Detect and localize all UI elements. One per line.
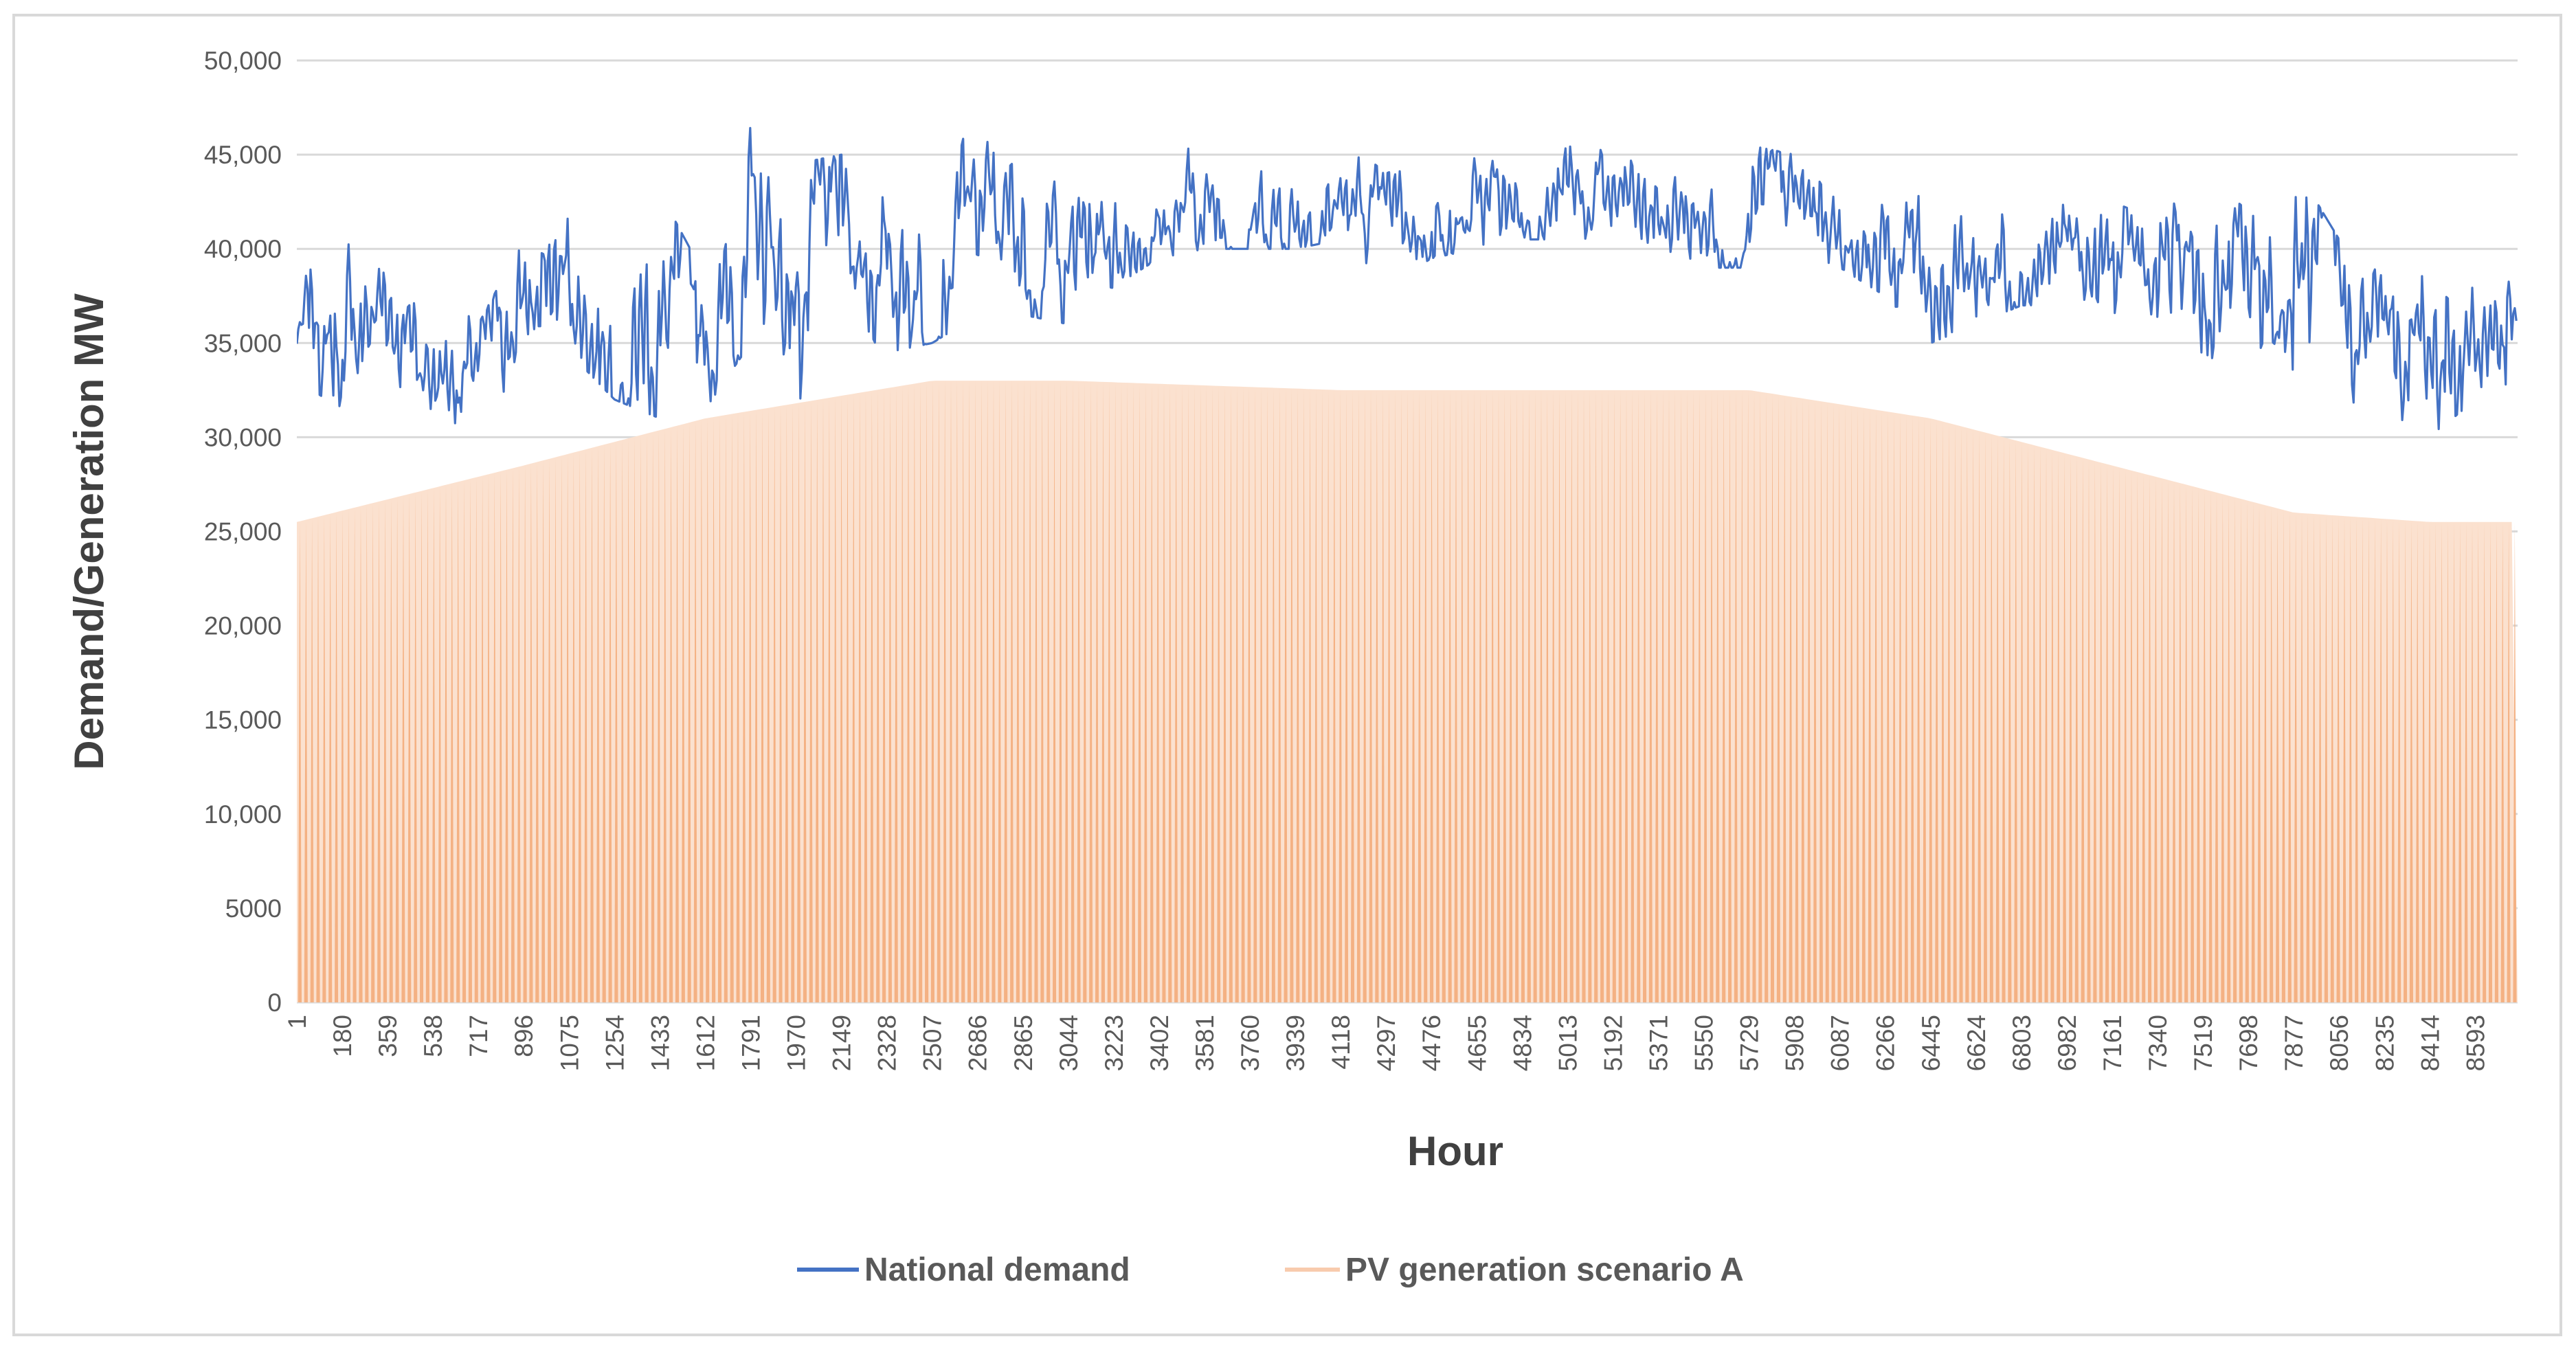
x-tick-label: 1970 — [783, 1015, 811, 1071]
x-tick-label: 7698 — [2235, 1015, 2263, 1071]
x-tick-label: 1791 — [737, 1015, 765, 1071]
legend-pv-label: PV generation scenario A — [1345, 1252, 1744, 1288]
x-tick-label: 3223 — [1100, 1015, 1128, 1071]
x-tick-label: 8056 — [2325, 1015, 2353, 1071]
x-tick-label: 7161 — [2098, 1015, 2127, 1071]
x-tick-label: 5908 — [1781, 1015, 1809, 1071]
y-tick-label: 15,000 — [204, 706, 282, 734]
y-tick-label: 50,000 — [204, 47, 282, 75]
x-tick-label: 3939 — [1281, 1015, 1310, 1071]
y-axis-title: Demand/Generation MW — [66, 293, 112, 770]
x-tick-label: 6445 — [1917, 1015, 1945, 1071]
x-tick-label: 2686 — [964, 1015, 992, 1071]
x-tick-label: 4655 — [1463, 1015, 1491, 1071]
y-tick-label: 10,000 — [204, 800, 282, 829]
x-tick-label: 8593 — [2461, 1015, 2489, 1071]
y-tick-label: 25,000 — [204, 518, 282, 546]
legend: National demand PV generation scenario A — [797, 1252, 1744, 1288]
y-tick-label: 45,000 — [204, 141, 282, 169]
x-tick-label: 6087 — [1826, 1015, 1855, 1071]
x-tick-label: 4476 — [1418, 1015, 1446, 1071]
x-tick-label: 2865 — [1009, 1015, 1038, 1071]
x-tick-label: 717 — [464, 1015, 493, 1057]
x-tick-label: 8235 — [2371, 1015, 2399, 1071]
x-tick-label: 6803 — [2008, 1015, 2036, 1071]
x-tick-label: 1254 — [601, 1015, 629, 1071]
x-tick-label: 896 — [510, 1015, 538, 1057]
x-tick-label: 359 — [374, 1015, 402, 1057]
x-tick-label: 4834 — [1508, 1015, 1536, 1071]
x-tick-label: 5550 — [1690, 1015, 1718, 1071]
x-axis-title: Hour — [1407, 1128, 1503, 1174]
x-tick-label: 1075 — [555, 1015, 583, 1071]
x-tick-label: 180 — [328, 1015, 357, 1057]
x-tick-label: 8414 — [2416, 1015, 2444, 1071]
x-tick-label: 5192 — [1599, 1015, 1627, 1071]
x-tick-label: 3760 — [1236, 1015, 1264, 1071]
x-tick-label: 4297 — [1372, 1015, 1400, 1071]
x-tick-label: 6982 — [2053, 1015, 2081, 1071]
y-tick-label: 0 — [267, 989, 282, 1017]
x-tick-label: 7519 — [2189, 1015, 2217, 1071]
pv-generation-area — [297, 381, 2518, 1002]
x-tick-label: 538 — [419, 1015, 447, 1057]
x-tick-label: 6624 — [1962, 1015, 1991, 1071]
national-demand-line — [297, 126, 2518, 431]
y-tick-label: 30,000 — [204, 423, 282, 451]
x-tick-label: 2507 — [919, 1015, 947, 1071]
y-tick-label: 40,000 — [204, 235, 282, 263]
x-tick-label: 3044 — [1055, 1015, 1083, 1071]
x-tick-label: 7340 — [2144, 1015, 2172, 1071]
x-tick-label: 5013 — [1554, 1015, 1582, 1071]
x-tick-label: 2149 — [828, 1015, 856, 1071]
y-tick-labels: 0 5000 10,000 15,000 20,000 25,000 30,000 35,00… — [204, 47, 282, 1017]
y-tick-label: 20,000 — [204, 612, 282, 640]
x-tick-label: 2328 — [873, 1015, 901, 1071]
x-tick-label: 1433 — [646, 1015, 674, 1071]
x-tick-label: 3581 — [1191, 1015, 1219, 1071]
x-tick-label: 1 — [283, 1015, 311, 1029]
x-tick-label: 7877 — [2280, 1015, 2308, 1071]
x-tick-label: 5729 — [1736, 1015, 1764, 1071]
demand-series-group — [297, 126, 2518, 431]
x-tick-label: 1612 — [691, 1015, 719, 1071]
pv-series-group — [297, 381, 2518, 1002]
x-tick-label: 3402 — [1145, 1015, 1174, 1071]
y-tick-label: 35,000 — [204, 329, 282, 357]
x-tick-labels: 1 180 359 538 717 896 1075 1254 1433 1612 1791 1970… — [283, 1015, 2489, 1071]
legend-demand-label: National demand — [864, 1252, 1130, 1288]
y-tick-label: 5000 — [225, 895, 282, 923]
x-tick-label: 6266 — [1872, 1015, 1900, 1071]
x-tick-label: 5371 — [1644, 1015, 1672, 1071]
x-tick-label: 4118 — [1327, 1015, 1355, 1070]
